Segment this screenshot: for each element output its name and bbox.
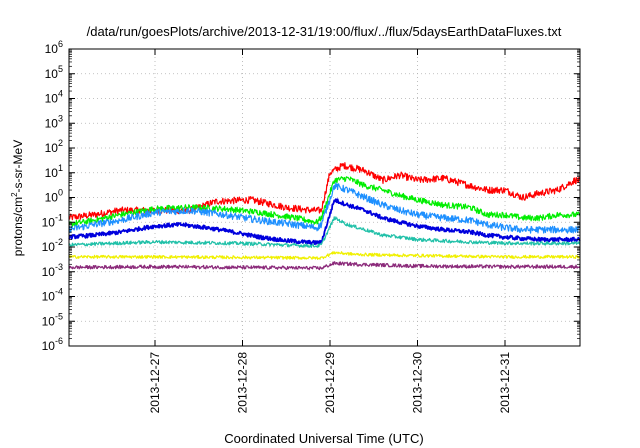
x-tick-label: 2013-12-30 xyxy=(411,352,425,414)
y-tick-label-exponent: 4 xyxy=(58,89,63,99)
y-axis-label: protons/cm2-s-sr-MeV xyxy=(10,140,25,256)
y-tick-label-exponent: 1 xyxy=(58,163,63,173)
y-tick-label-base: 10 xyxy=(42,339,56,353)
x-tick-label: 2013-12-31 xyxy=(498,352,512,414)
y-tick-label-exponent: 3 xyxy=(58,113,63,123)
y-tick-label-exponent: -2 xyxy=(55,237,63,247)
y-tick-label: 101 xyxy=(45,163,63,180)
y-tick-label-base: 10 xyxy=(42,240,56,254)
x-tick-label: 2013-12-27 xyxy=(148,352,162,414)
y-tick-label-base: 10 xyxy=(45,191,59,205)
y-tick-label-exponent: -3 xyxy=(55,262,63,272)
x-tick-label: 2013-12-29 xyxy=(323,352,337,414)
series-group xyxy=(68,162,581,271)
y-tick-label-base: 10 xyxy=(42,215,56,229)
ticks xyxy=(69,48,580,347)
y-tick-label: 103 xyxy=(45,113,63,130)
y-tick-label-exponent: 0 xyxy=(58,188,63,198)
chart-title: /data/run/goesPlots/archive/2013-12-31/1… xyxy=(87,24,562,39)
y-tick-label-exponent: 5 xyxy=(58,64,63,74)
y-tick-label-base: 10 xyxy=(45,67,59,81)
y-axis-label-exponent: 2 xyxy=(10,192,19,197)
y-tick-label-base: 10 xyxy=(42,265,56,279)
y-tick-label: 106 xyxy=(45,39,63,56)
x-tick-label: 2013-12-28 xyxy=(236,352,250,414)
y-axis-label-rest: -s-sr-MeV xyxy=(11,140,25,193)
y-tick-label-exponent: 2 xyxy=(58,138,63,148)
y-tick-label-base: 10 xyxy=(42,314,56,328)
y-tick-label-exponent: -1 xyxy=(55,212,63,222)
y-tick-label: 100 xyxy=(45,188,63,205)
y-tick-label: 10-6 xyxy=(42,336,63,353)
y-tick-label-base: 10 xyxy=(45,141,59,155)
y-tick-label: 10-2 xyxy=(42,237,63,254)
series-line-6 xyxy=(68,251,581,260)
y-tick-label-base: 10 xyxy=(45,166,59,180)
series-line-5 xyxy=(68,216,581,248)
y-tick-label-base: 10 xyxy=(42,290,56,304)
y-tick-label-exponent: 6 xyxy=(58,39,63,49)
y-tick-label-base: 10 xyxy=(45,92,59,106)
y-tick-label-exponent: -6 xyxy=(55,336,63,346)
y-tick-label-base: 10 xyxy=(45,42,59,56)
series-line-3 xyxy=(68,182,581,234)
series-line-7 xyxy=(68,261,581,271)
y-tick-label: 10-4 xyxy=(42,287,63,304)
y-tick-label: 105 xyxy=(45,64,63,81)
series-line-4 xyxy=(68,198,581,246)
y-tick-label-base: 10 xyxy=(45,116,59,130)
y-tick-label-exponent: -5 xyxy=(55,311,63,321)
y-tick-label-exponent: -4 xyxy=(55,287,63,297)
x-axis-label: Coordinated Universal Time (UTC) xyxy=(224,431,423,446)
tick-labels: 10-610-510-410-310-210-11001011021031041… xyxy=(42,39,512,413)
y-tick-label: 102 xyxy=(45,138,63,155)
svg-text:protons/cm2-s-sr-MeV: protons/cm2-s-sr-MeV xyxy=(10,140,25,256)
y-tick-label: 10-3 xyxy=(42,262,63,279)
y-tick-label: 104 xyxy=(45,89,63,106)
y-tick-label: 10-5 xyxy=(42,311,63,328)
y-axis-label-main: protons/cm xyxy=(11,197,25,256)
y-tick-label: 10-1 xyxy=(42,212,63,229)
series-line-2 xyxy=(68,176,581,228)
